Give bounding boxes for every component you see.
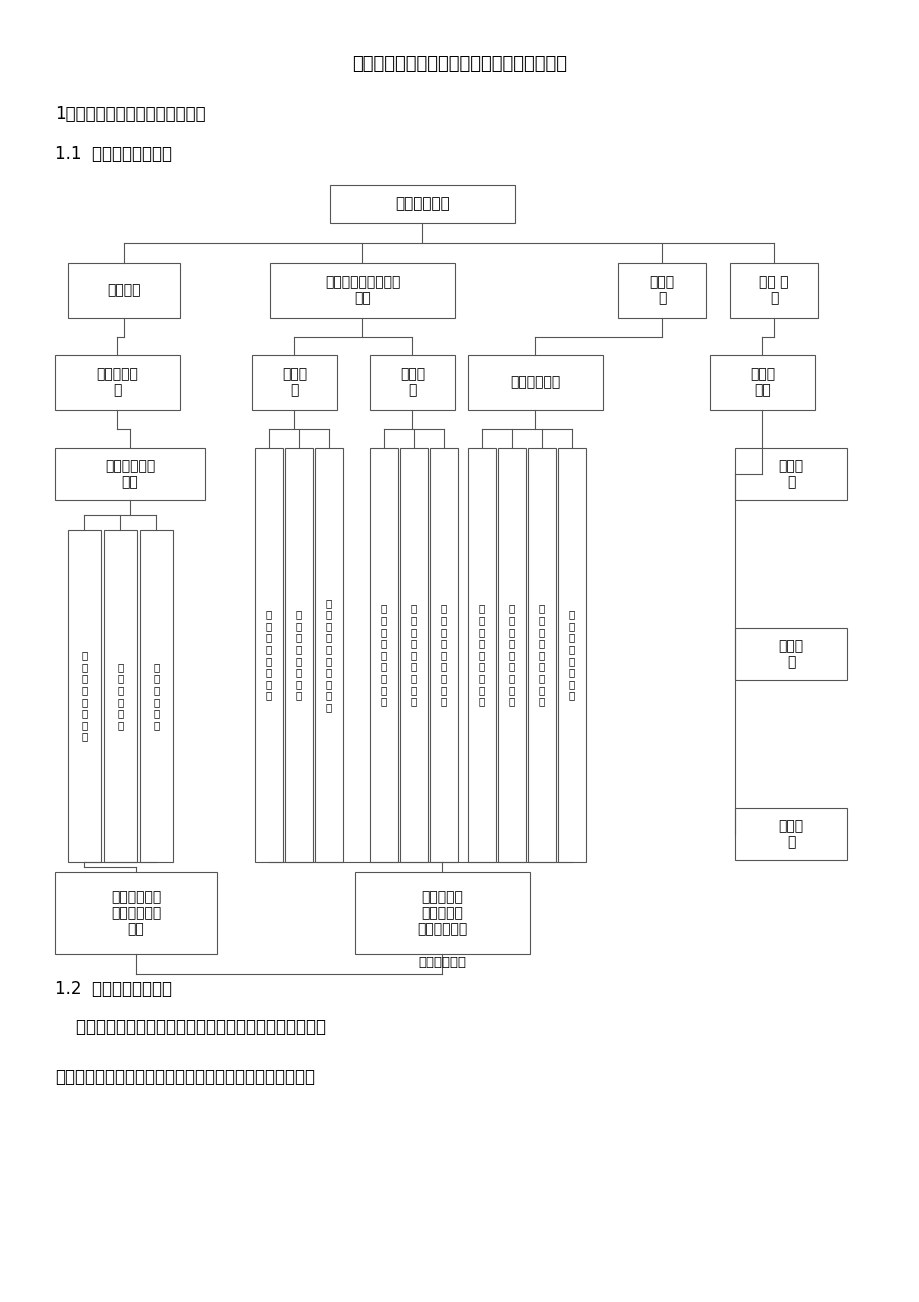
Bar xyxy=(355,872,529,954)
Text: 1.2  安全生产保证措施: 1.2 安全生产保证措施 xyxy=(55,980,172,999)
Text: 建
立
各
级
安
全
组
织: 建 立 各 级 安 全 组 织 xyxy=(266,609,272,700)
Text: 建
立
劳
动
保
护
防
疫
机
构: 建 立 劳 动 保 护 防 疫 机 构 xyxy=(325,598,332,712)
Text: 包保责
任制: 包保责 任制 xyxy=(749,367,774,397)
Bar xyxy=(255,448,283,862)
Bar xyxy=(55,872,217,954)
Bar xyxy=(369,448,398,862)
Bar xyxy=(618,263,705,318)
Text: 安
全
总
结
评
比
制
度: 安 全 总 结 评 比 制 度 xyxy=(568,609,574,700)
Text: 奖罚分
明: 奖罚分 明 xyxy=(777,639,802,669)
Text: 组织保
证: 组织保 证 xyxy=(281,367,307,397)
Bar xyxy=(269,263,455,318)
Text: 有
力
的
后
勤
保
障
措
施: 有 力 的 后 勤 保 障 措 施 xyxy=(380,604,387,707)
Bar xyxy=(55,355,180,410)
Bar xyxy=(528,448,555,862)
Bar xyxy=(709,355,814,410)
Bar xyxy=(734,628,846,680)
Bar xyxy=(429,448,458,862)
Text: 经济兑
现: 经济兑 现 xyxy=(777,819,802,849)
Text: 提高全员意
识: 提高全员意 识 xyxy=(96,367,138,397)
Bar xyxy=(68,263,180,318)
Bar xyxy=(369,355,455,410)
Text: 安全保证体系: 安全保证体系 xyxy=(394,197,449,211)
Text: 高速公路互通立交改建工程安全文明施工措施: 高速公路互通立交改建工程安全文明施工措施 xyxy=(352,55,567,73)
Text: 施工技术安全
教育: 施工技术安全 教育 xyxy=(105,458,155,490)
Text: 通
畅
灵
敏
的
通
信
措
施: 通 畅 灵 敏 的 通 信 措 施 xyxy=(479,604,484,707)
Text: 各
工
种
安
全
生
产
制
度: 各 工 种 安 全 生 产 制 度 xyxy=(508,604,515,707)
Text: 制度保
证: 制度保 证 xyxy=(649,276,674,306)
Bar xyxy=(734,809,846,861)
Bar xyxy=(468,355,602,410)
Bar xyxy=(104,530,137,862)
Bar xyxy=(729,263,817,318)
Text: 强有力的组织、措施
保证: 强有力的组织、措施 保证 xyxy=(324,276,400,306)
Bar xyxy=(140,530,173,862)
Bar xyxy=(497,448,526,862)
Text: 思想保证: 思想保证 xyxy=(108,284,141,297)
Text: 各项安全制度: 各项安全制度 xyxy=(510,375,560,389)
Text: 月
季
年
安
全
检
查
制
度: 月 季 年 安 全 检 查 制 度 xyxy=(539,604,545,707)
Bar xyxy=(734,448,846,500)
Bar xyxy=(68,530,101,862)
Bar xyxy=(558,448,585,862)
Bar xyxy=(285,448,312,862)
Text: 生
产
必
须
安
全: 生 产 必 须 安 全 xyxy=(153,661,160,730)
Text: 制定切合实际的安全管理方案和行之有效的安全技术措施，: 制定切合实际的安全管理方案和行之有效的安全技术措施， xyxy=(55,1068,314,1086)
Bar xyxy=(400,448,427,862)
Text: 安全生产、事
事相关、人人
有责: 安全生产、事 事相关、人人 有责 xyxy=(111,889,161,936)
Bar xyxy=(468,448,495,862)
Text: 经济 保
证: 经济 保 证 xyxy=(758,276,788,306)
Text: 可
靠
的
医
疗
保
健
措
施: 可 靠 的 医 疗 保 健 措 施 xyxy=(411,604,416,707)
Text: 实现安全目标: 实现安全目标 xyxy=(418,956,466,969)
Text: 事事讲安全
处处有保障
安全管理体系: 事事讲安全 处处有保障 安全管理体系 xyxy=(417,889,467,936)
Text: 建立健全各项安全生产的管理机构和安全生产管理制度，: 建立健全各项安全生产的管理机构和安全生产管理制度， xyxy=(55,1018,325,1036)
Text: 措施保
证: 措施保 证 xyxy=(400,367,425,397)
Bar xyxy=(55,448,205,500)
Bar xyxy=(314,448,343,862)
Bar xyxy=(252,355,336,410)
Text: 完
善
的
劳
动
保
护
措
施: 完 善 的 劳 动 保 护 措 施 xyxy=(440,604,447,707)
Text: 1、安全生产管理体系及保证措施: 1、安全生产管理体系及保证措施 xyxy=(55,105,206,122)
Text: 1.1  安全生产管理体系: 1.1 安全生产管理体系 xyxy=(55,145,172,163)
Bar xyxy=(330,185,515,223)
Text: 监督检
查: 监督检 查 xyxy=(777,458,802,490)
Text: 安
全
为
了
生
产: 安 全 为 了 生 产 xyxy=(118,661,123,730)
Text: 建
立
医
疗
保
健
机
构: 建 立 医 疗 保 健 机 构 xyxy=(296,609,301,700)
Text: 安
全
第
一
预
防
为
主: 安 全 第 一 预 防 为 主 xyxy=(81,651,87,742)
